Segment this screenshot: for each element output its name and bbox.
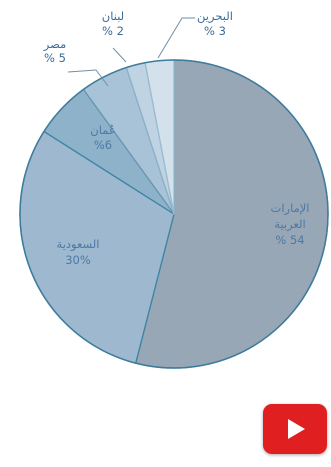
leader-line	[67, 69, 109, 87]
slice-label: الإمارات العربية% 54	[271, 201, 310, 247]
pie-outline	[19, 59, 329, 369]
leader-line	[157, 17, 195, 59]
slice-label: عُمان %6	[90, 123, 115, 152]
pie-chart: الإمارات العربية% 54 السعودية 30% عُمان %6 مصر…	[19, 9, 329, 369]
leader-line	[112, 47, 127, 63]
slice-label: مصر% 5	[43, 37, 66, 65]
slice-label: السعودية 30%	[57, 237, 100, 267]
play-icon	[288, 419, 305, 439]
play-button[interactable]	[263, 404, 327, 454]
slice-label: لبنان% 2	[102, 9, 124, 38]
slice-label: البحرين% 3	[197, 9, 233, 38]
